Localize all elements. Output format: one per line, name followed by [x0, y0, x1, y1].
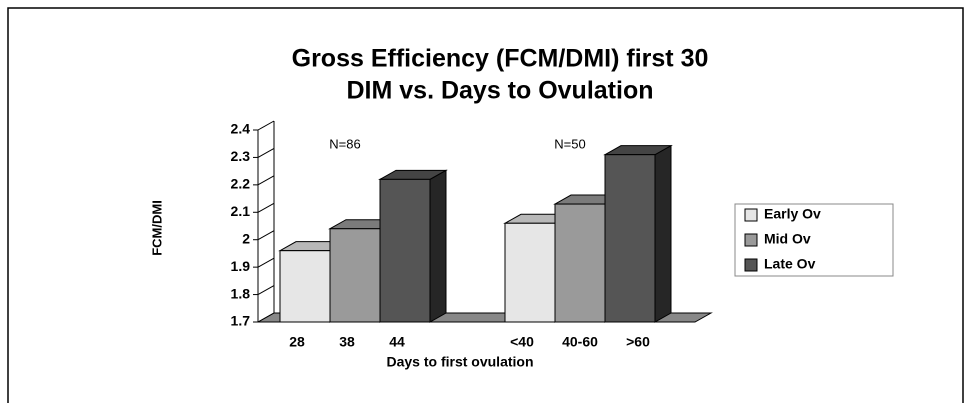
bar-side [429, 169, 447, 323]
bar [604, 154, 656, 323]
y-tick-label: 2.1 [231, 203, 251, 219]
x-tick-label: 28 [289, 334, 305, 350]
frame [7, 7, 964, 403]
x-tick-label: >60 [626, 334, 650, 350]
annotation: N=86 [329, 136, 360, 151]
x-tick-label: 44 [389, 334, 405, 350]
grid-line [257, 202, 275, 213]
y-axis-label: FCM/DMI [149, 200, 164, 256]
grid-line [257, 285, 275, 296]
y-tick-label: 2.2 [231, 176, 251, 192]
grid-line [257, 147, 275, 158]
grid-line [257, 230, 275, 241]
y-tick-label: 2 [242, 230, 250, 246]
legend-swatch [744, 258, 758, 272]
bar [279, 250, 331, 323]
y-tick-label: 2.4 [231, 121, 251, 137]
grid-line [257, 312, 275, 323]
y-tick-label: 1.7 [231, 313, 251, 329]
y-tick-label: 2.3 [231, 148, 251, 164]
x-tick-label: <40 [510, 334, 534, 350]
grid-line [257, 120, 275, 131]
bar [504, 222, 556, 323]
legend-swatch [744, 233, 758, 247]
x-axis-label: Days to first ovulation [386, 354, 533, 370]
grid-line [257, 257, 275, 268]
legend-label: Early Ov [764, 206, 821, 222]
y-tick-label: 1.9 [231, 258, 251, 274]
annotation: N=50 [554, 136, 585, 151]
bar [329, 228, 381, 323]
chart-title: Gross Efficiency (FCM/DMI) first 30 [292, 45, 709, 73]
bar [554, 203, 606, 323]
legend-swatch [744, 208, 758, 222]
legend-label: Mid Ov [764, 231, 811, 247]
grid-line [257, 175, 275, 186]
chart-title: DIM vs. Days to Ovulation [346, 77, 653, 105]
bar-side [654, 144, 672, 323]
legend [734, 203, 894, 277]
bar [379, 178, 431, 323]
y-tick-label: 1.8 [231, 285, 251, 301]
legend-label: Late Ov [764, 256, 816, 272]
x-tick-label: 38 [339, 334, 355, 350]
x-tick-label: 40-60 [562, 334, 598, 350]
